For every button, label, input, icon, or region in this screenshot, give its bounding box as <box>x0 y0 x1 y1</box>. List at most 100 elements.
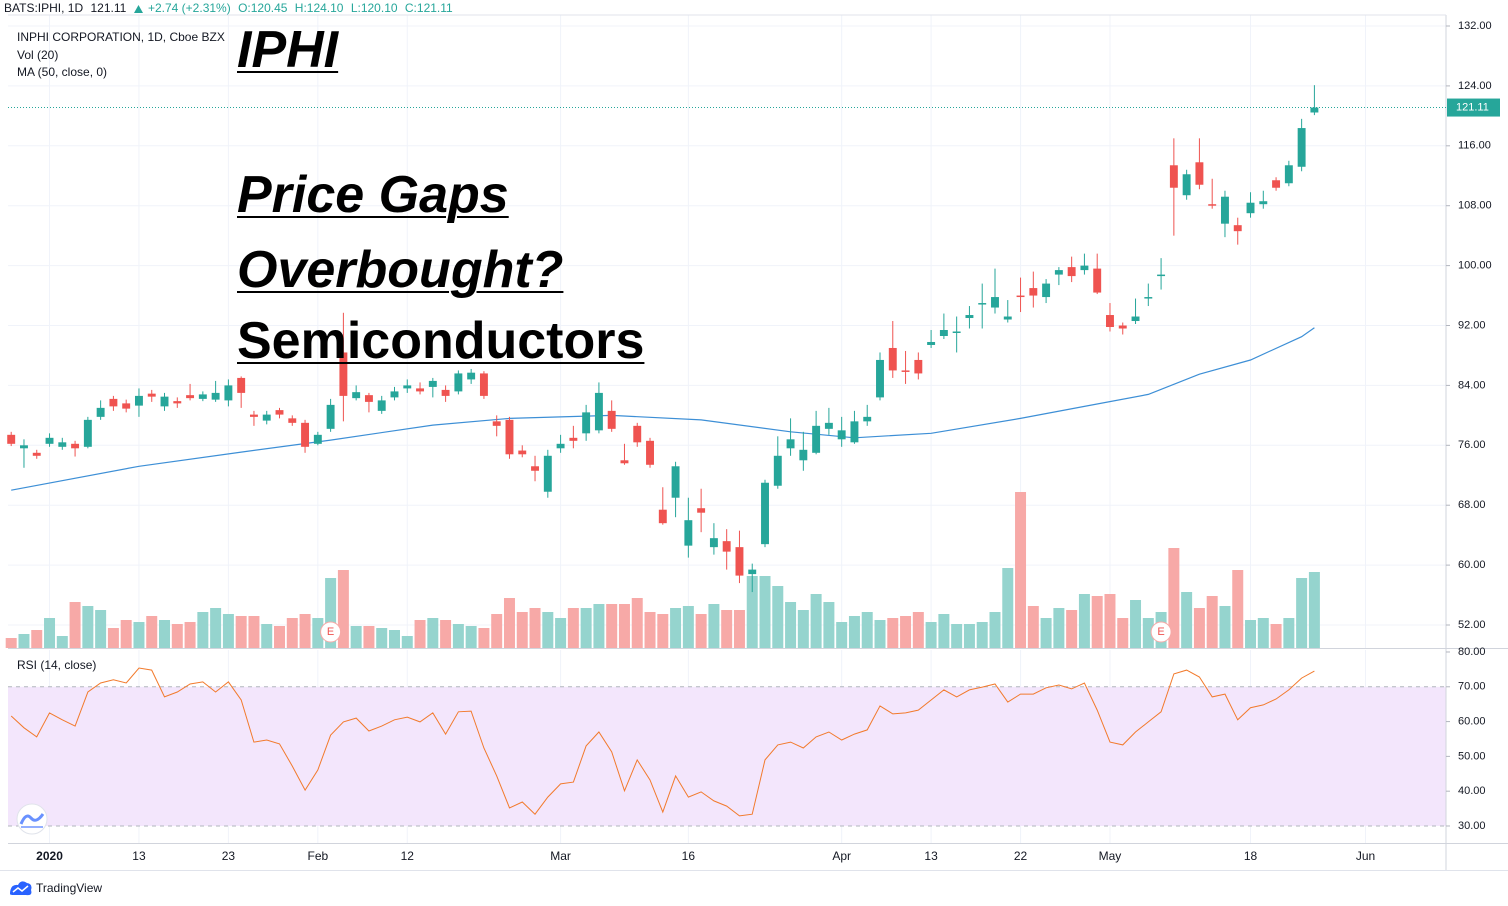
candle-body <box>965 315 974 319</box>
volume-bar <box>733 610 745 648</box>
volume-bar <box>120 620 132 648</box>
y-tick-label: 124.00 <box>1458 80 1492 92</box>
candle-body <box>1131 316 1140 322</box>
candle-body <box>479 373 488 396</box>
candle-body <box>761 482 769 545</box>
volume-bar <box>197 612 209 648</box>
overlay-line: Semiconductors <box>237 312 645 370</box>
brand-name[interactable]: TradingView <box>36 881 102 895</box>
candle-body <box>952 331 961 333</box>
volume-bar <box>836 622 848 648</box>
x-tick-label: 13 <box>924 849 938 863</box>
volume-bar <box>388 630 400 648</box>
candle-body <box>1208 204 1217 206</box>
candle-body <box>569 437 578 441</box>
x-tick-label: 16 <box>682 849 696 863</box>
candle-body <box>888 347 897 371</box>
candle-body <box>633 425 642 443</box>
volume-bar <box>31 630 43 648</box>
volume-bar <box>618 604 630 648</box>
volume-bar <box>401 636 413 648</box>
x-tick-label: May <box>1099 849 1122 863</box>
volume-bar <box>5 638 17 648</box>
earnings-marker <box>320 621 342 643</box>
candle-body <box>339 352 348 396</box>
candle-body <box>773 455 782 486</box>
volume-bar <box>516 612 528 648</box>
candle-body <box>607 410 616 429</box>
volume-bar <box>925 622 937 648</box>
y-tick-label: 40.00 <box>1458 785 1486 797</box>
x-tick-label: 13 <box>132 849 146 863</box>
candle-body <box>1310 107 1319 113</box>
y-tick-label: 70.00 <box>1458 681 1486 693</box>
brand-logo[interactable]: TradingView <box>10 881 102 895</box>
y-tick-label: 84.00 <box>1458 379 1486 391</box>
volume-bar <box>1257 618 1269 648</box>
volume-bar <box>1066 610 1078 648</box>
volume-bar <box>912 612 924 648</box>
candle-body <box>275 410 284 415</box>
candle-body <box>684 520 693 546</box>
volume-bar <box>1296 578 1308 648</box>
volume-bar <box>1181 592 1193 648</box>
volume-bar <box>797 610 809 648</box>
x-tick-label: 22 <box>1014 849 1028 863</box>
earnings-label: E <box>1157 626 1164 638</box>
volume-bar <box>478 628 490 648</box>
candle-body <box>671 466 680 498</box>
candle-body <box>722 541 731 552</box>
change: +2.74 (+2.31%) <box>147 1 231 15</box>
volume-bar <box>1168 548 1180 648</box>
volume-bar <box>286 618 298 648</box>
volume-bar <box>989 612 1001 648</box>
candle-body <box>96 407 105 417</box>
candle-body <box>173 401 182 404</box>
volume-bar <box>363 626 375 648</box>
candle-body <box>658 509 667 524</box>
volume-bar <box>542 612 554 648</box>
y-tick-label: 92.00 <box>1458 319 1486 331</box>
candle-body <box>709 538 718 548</box>
x-tick-label: 12 <box>401 849 415 863</box>
volume-bar <box>1308 572 1320 648</box>
candle-body <box>748 569 757 575</box>
y-tick-label: 132.00 <box>1458 20 1492 32</box>
volume-bar <box>107 628 119 648</box>
low: L:120.10 <box>350 1 398 15</box>
candle-body <box>1182 174 1191 196</box>
candle-body <box>288 418 297 423</box>
candle-body <box>160 396 169 407</box>
candle-body <box>518 450 527 455</box>
volume-bar <box>785 602 797 648</box>
volume-bar <box>606 604 618 648</box>
candle-body <box>812 425 821 453</box>
volume-bar <box>1015 492 1027 648</box>
volume-bar <box>708 604 720 648</box>
volume-bar <box>414 620 426 648</box>
volume-bar <box>1232 570 1244 648</box>
open: O:120.45 <box>238 1 288 15</box>
volume-bar <box>861 612 873 648</box>
candle-body <box>505 419 514 455</box>
candle-body <box>863 416 872 422</box>
volume-bar <box>938 614 950 648</box>
candle-body <box>211 392 220 400</box>
candle-body <box>454 373 463 392</box>
candle-body <box>262 414 271 421</box>
volume-bar <box>235 616 247 648</box>
candle-body <box>543 455 552 492</box>
candle-body <box>1003 316 1012 320</box>
candle-body <box>249 414 258 417</box>
y-tick-label: 60.00 <box>1458 715 1486 727</box>
volume-bar <box>580 608 592 648</box>
volume-bar <box>657 614 669 648</box>
volume-bar <box>491 614 503 648</box>
candle-body <box>147 393 156 397</box>
volume-bar <box>951 624 963 648</box>
volume-bar <box>274 626 285 648</box>
volume-bar <box>159 620 171 648</box>
candle-body <box>1042 283 1051 298</box>
